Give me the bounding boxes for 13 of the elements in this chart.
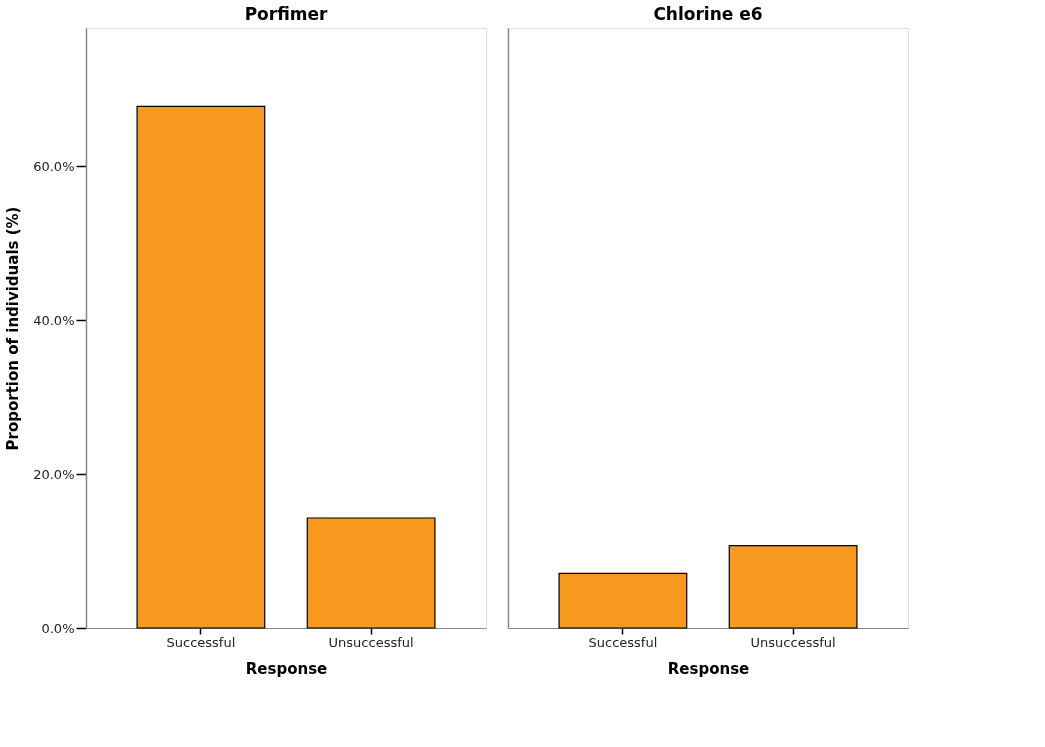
x-tick-label: Successful bbox=[588, 634, 658, 650]
y-tick-label: 0.0% bbox=[41, 620, 75, 636]
x-tick-label: Successful bbox=[166, 634, 236, 650]
y-tick-label: 60.0% bbox=[33, 158, 75, 174]
x-axis-title: Response bbox=[245, 659, 328, 678]
chart-title: Porfimer bbox=[244, 4, 328, 24]
y-tick-label: 20.0% bbox=[33, 466, 75, 482]
y-axis-title: Proportion of individuals (%) bbox=[4, 206, 23, 451]
x-tick-label: Unsuccessful bbox=[750, 634, 836, 650]
x-axis-title: Response bbox=[667, 659, 750, 678]
chart-title: Chlorine e6 bbox=[653, 4, 763, 24]
y-tick-label: 40.0% bbox=[33, 312, 75, 328]
x-tick-label: Unsuccessful bbox=[328, 634, 414, 650]
